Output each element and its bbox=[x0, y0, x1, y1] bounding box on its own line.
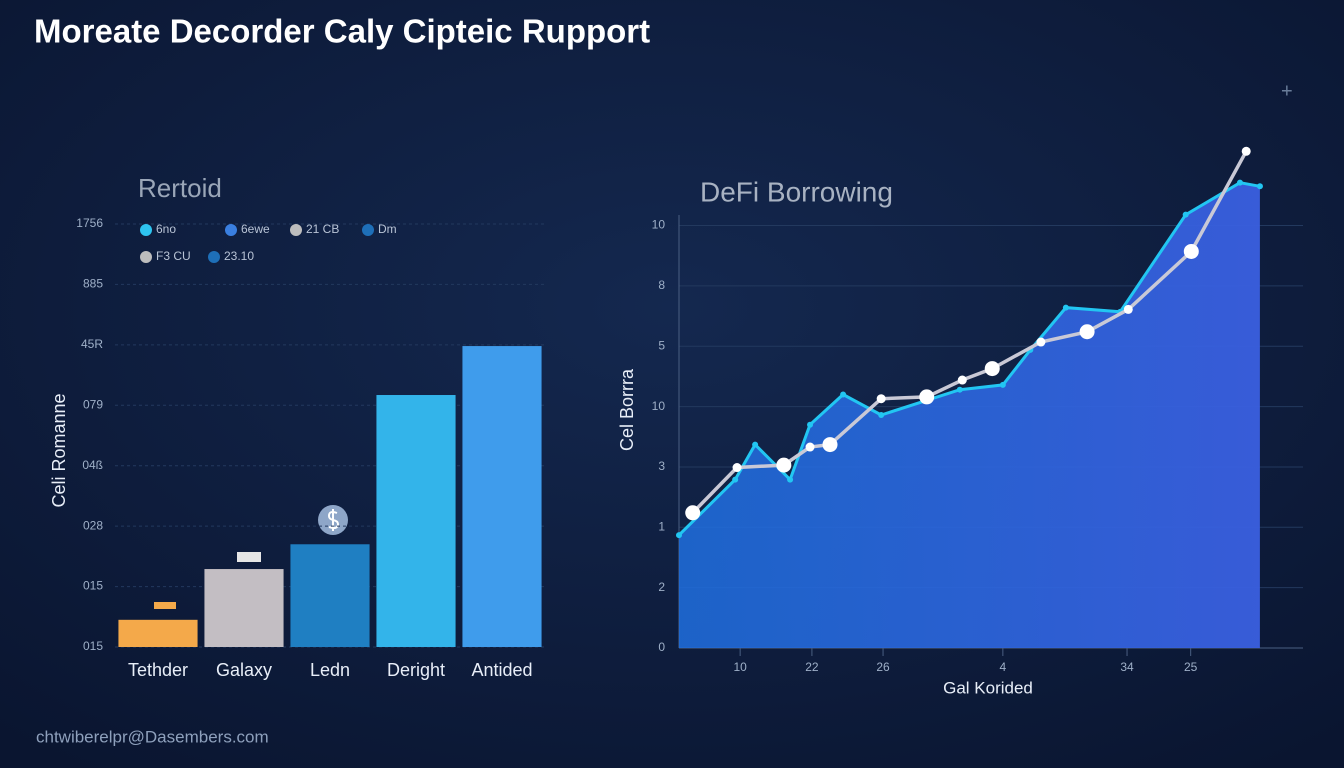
legend-swatch bbox=[362, 224, 374, 236]
plus-icon[interactable]: + bbox=[1281, 80, 1293, 102]
point bbox=[956, 386, 963, 393]
y-tick-label: 5 bbox=[658, 338, 665, 352]
point bbox=[732, 463, 742, 473]
icon bbox=[237, 552, 261, 562]
x-tick-label: Galaxy bbox=[216, 660, 272, 680]
icon bbox=[154, 602, 176, 609]
x-tick-label: Ledn bbox=[310, 660, 350, 680]
point bbox=[1123, 304, 1133, 314]
point bbox=[676, 532, 682, 539]
y-tick-label: 45R bbox=[81, 337, 103, 351]
legend-swatch bbox=[208, 251, 220, 263]
point bbox=[805, 442, 815, 452]
x-tick-label: 10 bbox=[733, 660, 747, 674]
legend-label: Dm bbox=[378, 222, 397, 236]
point bbox=[957, 375, 967, 385]
x-tick-label: 22 bbox=[805, 660, 819, 674]
point bbox=[776, 457, 792, 473]
x-tick-label: 25 bbox=[1184, 660, 1198, 674]
y-tick-label: 028 bbox=[83, 518, 103, 532]
y-tick-label: 885 bbox=[83, 277, 103, 291]
point bbox=[1236, 179, 1243, 186]
point bbox=[822, 437, 838, 453]
point bbox=[878, 412, 885, 419]
y-axis-label: Cel Borrra bbox=[617, 368, 637, 451]
y-tick-label: 015 bbox=[83, 579, 103, 593]
y-tick-label: 10 bbox=[652, 399, 666, 413]
point bbox=[787, 476, 794, 483]
bar bbox=[204, 569, 284, 647]
x-tick-label: 34 bbox=[1120, 660, 1134, 674]
bar bbox=[376, 395, 456, 647]
point bbox=[1183, 243, 1199, 259]
x-tick-label: 4 bbox=[1000, 660, 1007, 674]
legend-label: 21 CB bbox=[306, 222, 339, 236]
bar-icons bbox=[154, 505, 348, 609]
x-tick-label: Deright bbox=[387, 660, 445, 680]
point bbox=[984, 361, 1000, 377]
x-tick-label: Tethder bbox=[128, 660, 188, 680]
area bbox=[679, 182, 1260, 648]
y-tick-label: 0 bbox=[658, 640, 665, 654]
y-tick-label: 3 bbox=[658, 459, 665, 473]
point bbox=[840, 391, 847, 398]
page-title: Moreate Decorder Caly Cipteic Rupport bbox=[34, 13, 650, 50]
y-tick-label: 015 bbox=[83, 639, 103, 653]
x-tick-label: 26 bbox=[876, 660, 890, 674]
y-tick-label: 10 bbox=[652, 218, 666, 232]
point bbox=[999, 381, 1006, 388]
legend-swatch bbox=[290, 224, 302, 236]
legend-label: 23.10 bbox=[224, 249, 254, 263]
y-tick-label: 8 bbox=[658, 278, 665, 292]
icon bbox=[327, 509, 340, 531]
legend-label: 6ewe bbox=[241, 222, 270, 236]
point bbox=[1079, 324, 1095, 340]
legend-label: 6no bbox=[156, 222, 176, 236]
y-tick-label: 079 bbox=[83, 397, 103, 411]
point bbox=[752, 441, 759, 448]
legend-swatch bbox=[140, 251, 152, 263]
point bbox=[1036, 337, 1046, 347]
point bbox=[919, 389, 935, 405]
point bbox=[1182, 211, 1189, 218]
y-tick-label: 2 bbox=[658, 580, 665, 594]
chart-title: DeFi Borrowing bbox=[700, 176, 893, 207]
point bbox=[1062, 304, 1069, 311]
x-tick-label: Antided bbox=[471, 660, 532, 680]
legend-swatch bbox=[140, 224, 152, 236]
bar bbox=[462, 346, 542, 647]
point bbox=[876, 394, 886, 404]
point bbox=[1256, 183, 1263, 190]
point bbox=[1241, 146, 1251, 156]
legend-swatch bbox=[225, 224, 237, 236]
point bbox=[685, 505, 701, 521]
legend-label: F3 CU bbox=[156, 249, 191, 263]
y-tick-label: 1756 bbox=[76, 216, 103, 230]
y-axis-label: Celi Romanne bbox=[49, 393, 69, 507]
footer: chtwiberelpr@Dasembers.com bbox=[36, 727, 269, 746]
x-axis-label: Gal Korided bbox=[943, 678, 1033, 697]
bar bbox=[290, 544, 370, 647]
y-tick-label: 04ß bbox=[82, 458, 103, 472]
chart-title: Rertoid bbox=[138, 173, 222, 203]
point bbox=[732, 476, 739, 483]
point bbox=[807, 421, 814, 428]
y-tick-label: 1 bbox=[658, 519, 665, 533]
bar bbox=[118, 619, 198, 647]
